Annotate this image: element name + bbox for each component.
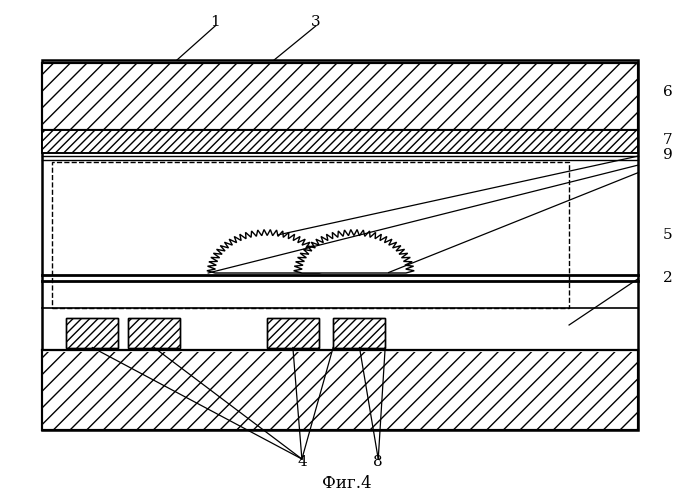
Bar — [42, 350, 638, 430]
Bar — [267, 318, 319, 348]
Bar — [333, 318, 385, 348]
Bar — [333, 318, 385, 348]
Bar — [42, 130, 638, 152]
Bar — [52, 162, 569, 308]
Bar — [42, 350, 638, 430]
Bar — [43, 64, 637, 128]
Bar — [333, 318, 385, 348]
Bar — [66, 318, 118, 348]
Bar — [42, 62, 638, 130]
Text: 7: 7 — [663, 133, 672, 147]
Bar — [42, 62, 638, 130]
Bar — [128, 318, 180, 348]
Polygon shape — [207, 230, 328, 273]
Text: 4: 4 — [297, 456, 307, 469]
Bar — [267, 318, 319, 348]
Bar — [42, 130, 638, 152]
Bar — [66, 318, 118, 348]
Text: 3: 3 — [311, 16, 321, 30]
Text: 6: 6 — [663, 86, 672, 100]
Bar — [128, 318, 180, 348]
Text: 9: 9 — [663, 148, 672, 162]
Bar — [128, 318, 180, 348]
Bar — [267, 318, 319, 348]
Polygon shape — [294, 230, 414, 273]
Bar — [66, 318, 118, 348]
Text: 2: 2 — [663, 270, 672, 284]
Text: 5: 5 — [663, 228, 672, 242]
Bar — [43, 352, 637, 428]
Text: Фиг.4: Фиг.4 — [322, 476, 372, 492]
Bar — [42, 60, 638, 430]
Bar — [42, 130, 638, 152]
Text: 8: 8 — [373, 456, 383, 469]
Text: 1: 1 — [210, 16, 220, 30]
